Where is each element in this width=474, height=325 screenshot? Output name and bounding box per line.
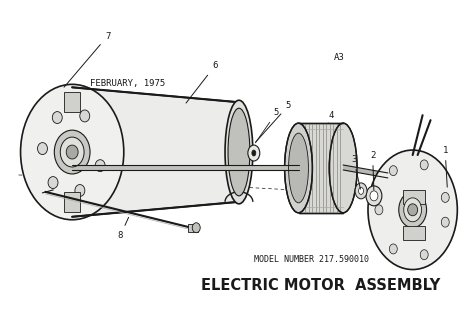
Polygon shape: [343, 165, 388, 178]
Text: 7: 7: [64, 32, 110, 87]
Ellipse shape: [441, 192, 449, 202]
Bar: [403, 190, 425, 204]
Text: 5: 5: [255, 101, 291, 142]
Ellipse shape: [248, 145, 260, 161]
Ellipse shape: [389, 166, 397, 176]
Ellipse shape: [329, 123, 357, 213]
Text: FEBRUARY, 1975: FEBRUARY, 1975: [90, 79, 165, 88]
Bar: [64, 192, 80, 212]
Ellipse shape: [52, 111, 62, 124]
Text: 5: 5: [255, 108, 279, 143]
Bar: [403, 226, 425, 240]
Ellipse shape: [55, 130, 90, 174]
Ellipse shape: [252, 150, 256, 156]
Ellipse shape: [289, 133, 309, 203]
Text: 3: 3: [351, 155, 360, 189]
Text: 6: 6: [186, 61, 218, 103]
Text: 4: 4: [328, 111, 334, 123]
Polygon shape: [72, 87, 239, 217]
Bar: [188, 224, 198, 232]
Ellipse shape: [228, 108, 250, 196]
Ellipse shape: [408, 204, 418, 216]
Polygon shape: [299, 123, 343, 213]
Ellipse shape: [420, 160, 428, 170]
Text: MODEL NUMBER 217.590010: MODEL NUMBER 217.590010: [254, 255, 369, 264]
Ellipse shape: [192, 223, 200, 233]
Ellipse shape: [37, 143, 47, 155]
Ellipse shape: [375, 205, 383, 215]
Ellipse shape: [60, 137, 84, 167]
Polygon shape: [72, 165, 299, 170]
Ellipse shape: [80, 110, 90, 122]
Ellipse shape: [20, 84, 124, 220]
Ellipse shape: [48, 176, 58, 188]
Ellipse shape: [75, 185, 85, 197]
Ellipse shape: [284, 123, 312, 213]
Ellipse shape: [66, 145, 78, 159]
Text: 1: 1: [442, 146, 448, 187]
Text: 8: 8: [118, 217, 128, 240]
Ellipse shape: [404, 198, 421, 222]
Ellipse shape: [441, 217, 449, 227]
Ellipse shape: [370, 191, 378, 201]
Bar: [64, 92, 80, 112]
Ellipse shape: [95, 160, 105, 172]
Ellipse shape: [366, 186, 382, 206]
Ellipse shape: [399, 192, 427, 228]
Ellipse shape: [389, 244, 397, 254]
Ellipse shape: [358, 188, 364, 194]
Text: A3: A3: [334, 53, 345, 62]
Text: 2: 2: [370, 151, 375, 190]
Ellipse shape: [225, 100, 253, 204]
Ellipse shape: [368, 150, 457, 269]
Ellipse shape: [420, 250, 428, 260]
Text: ELECTRIC MOTOR  ASSEMBLY: ELECTRIC MOTOR ASSEMBLY: [201, 278, 440, 293]
Ellipse shape: [355, 183, 367, 199]
